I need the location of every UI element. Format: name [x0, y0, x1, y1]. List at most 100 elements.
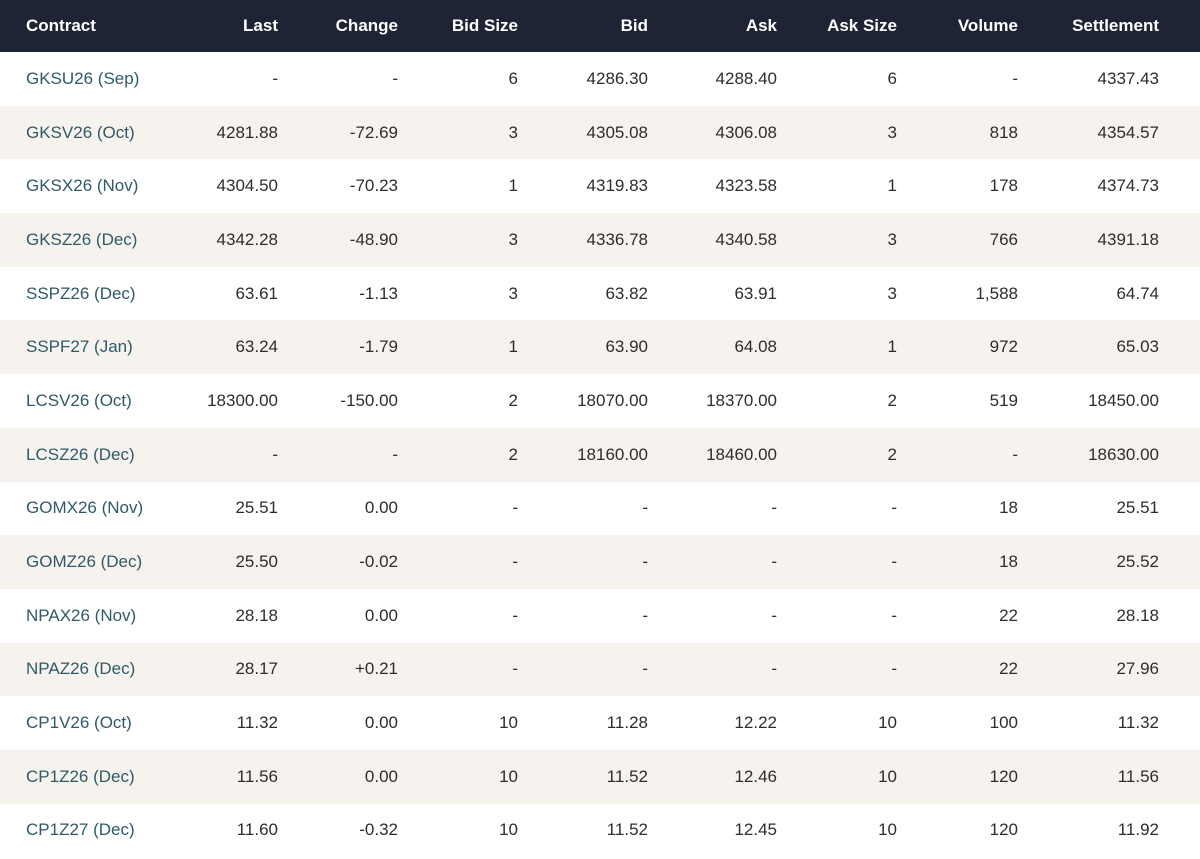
cell-ask-size: - [891, 498, 897, 518]
cell-settlement: 4374.73 [1097, 176, 1159, 196]
cell-ask: 12.22 [734, 713, 777, 733]
cell-change: -48.90 [349, 229, 398, 249]
cell-volume: 178 [989, 176, 1018, 196]
table-row[interactable]: LCSZ26 (Dec) - - 2 18160.00 18460.00 2 - 18630.0… [0, 427, 1200, 482]
cell-volume: 18 [999, 498, 1018, 518]
contract-link[interactable]: GKSU26 (Sep) [26, 68, 140, 88]
table-row[interactable]: GKSU26 (Sep) - - 6 4286.30 4288.40 6 - 4337.43 [0, 52, 1200, 106]
cell-change: +0.21 [354, 659, 398, 679]
cell-volume: 818 [989, 122, 1018, 142]
cell-bid: - [642, 659, 648, 679]
cell-ask-size: 2 [887, 390, 897, 410]
column-header-contract[interactable]: Contract [26, 16, 96, 35]
contract-link[interactable]: CP1Z26 (Dec) [26, 766, 135, 786]
cell-ask-size: 2 [887, 444, 897, 464]
cell-bid-size: 10 [499, 713, 518, 733]
table-row[interactable]: GKSV26 (Oct) 4281.88 -72.69 3 4305.08 4306.08… [0, 105, 1200, 160]
cell-volume: 519 [989, 390, 1018, 410]
cell-settlement: 18630.00 [1088, 444, 1159, 464]
cell-ask-size: 3 [887, 229, 897, 249]
cell-settlement: 27.96 [1116, 659, 1159, 679]
cell-last: 11.56 [236, 766, 278, 786]
cell-bid-size: 3 [508, 122, 518, 142]
cell-bid-size: 10 [499, 766, 518, 786]
cell-bid-size: 1 [508, 337, 518, 357]
cell-ask-size: 10 [878, 820, 897, 840]
cell-bid: - [642, 552, 648, 572]
table-row[interactable]: CP1V26 (Oct) 11.32 0.00 10 11.28 12.22 10 100 11… [0, 696, 1200, 750]
cell-contract: NPAZ26 (Dec) [0, 643, 170, 697]
cell-contract: GKSU26 (Sep) [0, 52, 170, 106]
cell-contract: CP1Z26 (Dec) [0, 750, 170, 804]
contract-link[interactable]: CP1V26 (Oct) [26, 713, 132, 733]
cell-change: -0.32 [359, 820, 398, 840]
table-row[interactable]: GOMX26 (Nov) 25.51 0.00 - - - - 18 25.51 [0, 481, 1200, 536]
contract-link[interactable]: GOMZ26 (Dec) [26, 552, 143, 572]
column-header-ask[interactable]: Ask [745, 16, 777, 35]
cell-change: - [392, 68, 398, 88]
column-header-settlement[interactable]: Settlement [1072, 16, 1159, 35]
table-row[interactable]: SSPZ26 (Dec) 63.61 -1.13 3 63.82 63.91 3 1,588 6… [0, 266, 1200, 321]
cell-change: -1.79 [359, 337, 398, 357]
contract-link[interactable]: GKSV26 (Oct) [26, 122, 135, 142]
cell-bid: 63.90 [605, 337, 648, 357]
cell-bid-size: - [512, 605, 518, 625]
cell-volume: - [1012, 444, 1018, 464]
cell-last: 25.50 [235, 552, 278, 572]
column-header-last[interactable]: Last [243, 16, 278, 35]
cell-bid-size: 2 [508, 390, 518, 410]
table-row[interactable]: GKSX26 (Nov) 4304.50 -70.23 1 4319.83 4323.58… [0, 159, 1200, 214]
cell-contract: GKSZ26 (Dec) [0, 213, 170, 267]
cell-last: 11.60 [236, 820, 278, 840]
table-row[interactable]: CP1Z26 (Dec) 11.56 0.00 10 11.52 12.46 10 120 11… [0, 749, 1200, 804]
contract-link[interactable]: LCSV26 (Oct) [26, 390, 132, 410]
column-header-volume[interactable]: Volume [957, 16, 1018, 35]
table-row[interactable]: LCSV26 (Oct) 18300.00 -150.00 2 18070.00 1837… [0, 374, 1200, 428]
contract-link[interactable]: GKSZ26 (Dec) [26, 229, 138, 249]
cell-contract: GKSV26 (Oct) [0, 106, 170, 160]
table-row[interactable]: NPAZ26 (Dec) 28.17 +0.21 - - - - 22 27.96 [0, 642, 1200, 697]
contract-link[interactable]: NPAZ26 (Dec) [26, 659, 136, 679]
cell-volume: - [1012, 68, 1018, 88]
cell-ask: - [771, 659, 777, 679]
contract-link[interactable]: SSPZ26 (Dec) [26, 283, 136, 303]
column-header-bid[interactable]: Bid [620, 16, 648, 35]
column-header-bid-size[interactable]: Bid Size [451, 16, 518, 35]
cell-ask-size: 10 [878, 766, 897, 786]
contract-link[interactable]: SSPF27 (Jan) [26, 337, 133, 357]
table-row[interactable]: GOMZ26 (Dec) 25.50 -0.02 - - - - 18 25.52 [0, 535, 1200, 589]
column-header-change[interactable]: Change [335, 16, 398, 35]
table-row[interactable]: CP1Z27 (Dec) 11.60 -0.32 10 11.52 12.45 10 120 1… [0, 803, 1200, 858]
cell-last: - [272, 444, 278, 464]
cell-contract: GOMX26 (Nov) [0, 482, 170, 536]
cell-last: 4342.28 [216, 229, 278, 249]
cell-bid-size: 1 [508, 176, 518, 196]
cell-change: 0.00 [364, 605, 398, 625]
contract-link[interactable]: LCSZ26 (Dec) [26, 444, 135, 464]
cell-volume: 22 [999, 605, 1018, 625]
cell-settlement: 28.18 [1116, 605, 1159, 625]
table-row[interactable]: SSPF27 (Jan) 63.24 -1.79 1 63.90 64.08 1 972 65.… [0, 320, 1200, 375]
cell-bid: 4336.78 [586, 229, 648, 249]
contract-link[interactable]: NPAX26 (Nov) [26, 605, 137, 625]
contract-link[interactable]: GOMX26 (Nov) [26, 498, 144, 518]
column-header-ask-size[interactable]: Ask Size [827, 16, 897, 35]
contract-link[interactable]: CP1Z27 (Dec) [26, 820, 135, 840]
cell-ask-size: 1 [887, 337, 897, 357]
cell-bid: 4286.30 [586, 68, 648, 88]
cell-bid: 11.52 [606, 766, 648, 786]
cell-ask: 18460.00 [706, 444, 777, 464]
table-row[interactable]: GKSZ26 (Dec) 4342.28 -48.90 3 4336.78 4340.58… [0, 213, 1200, 267]
cell-settlement: 65.03 [1116, 337, 1159, 357]
cell-ask: - [771, 552, 777, 572]
cell-bid: - [642, 498, 648, 518]
cell-settlement: 11.56 [1117, 766, 1159, 786]
cell-ask-size: - [891, 659, 897, 679]
cell-volume: 1,588 [975, 283, 1018, 303]
table-row[interactable]: NPAX26 (Nov) 28.18 0.00 - - - - 22 28.18 [0, 588, 1200, 643]
cell-ask: 4340.58 [715, 229, 777, 249]
cell-bid-size: 6 [508, 68, 518, 88]
cell-contract: CP1Z27 (Dec) [0, 804, 170, 858]
cell-contract: GOMZ26 (Dec) [0, 535, 170, 589]
contract-link[interactable]: GKSX26 (Nov) [26, 176, 139, 196]
